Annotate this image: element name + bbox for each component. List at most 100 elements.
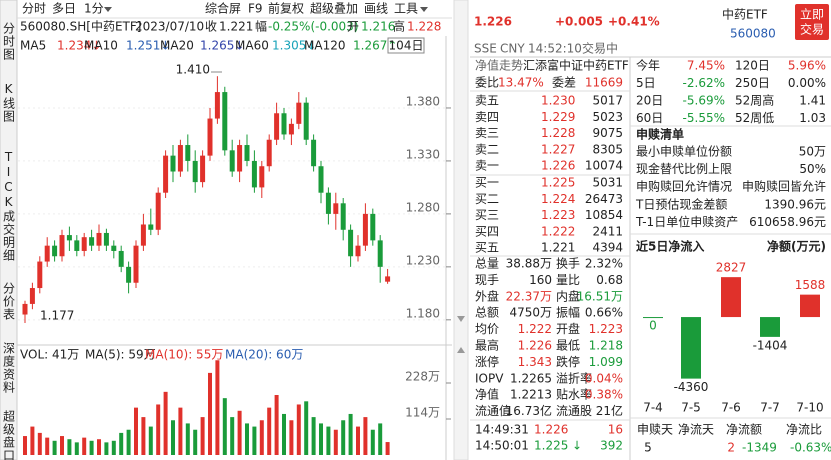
book-label: 买五 [475, 241, 499, 255]
volume-bar [89, 440, 94, 455]
scroll-arrow[interactable] [457, 316, 465, 322]
vol-legend: VOL: 41万 [20, 348, 79, 362]
candle-body [244, 145, 250, 161]
label: 2.32% [585, 257, 623, 271]
label: 0.38% [585, 388, 623, 402]
label: 0.66% [585, 306, 623, 320]
label: 250日 [735, 76, 770, 90]
book-price: 1.222 [541, 224, 575, 238]
candle-body [163, 155, 169, 193]
dropdown-arrow[interactable] [420, 7, 428, 12]
volume-bar [193, 429, 198, 455]
volume-bar [230, 417, 235, 455]
menu-item[interactable]: 工具 [394, 2, 418, 16]
volume-bar [259, 420, 264, 455]
candle-body [126, 266, 132, 283]
ma-value: 1.305↓ [272, 39, 316, 53]
side-tab[interactable]: TICK [2, 150, 16, 210]
flow-value: -4360 [674, 380, 709, 394]
dropdown-arrow[interactable] [104, 7, 112, 12]
side-tab[interactable]: 超级盘口 [2, 409, 16, 460]
period-box[interactable] [387, 37, 425, 54]
ma-value: 1.251↓ [126, 39, 170, 53]
x-tick-label: 7-7 [760, 401, 780, 415]
ma-label: MA60 [235, 39, 269, 53]
label: 20日 [636, 94, 663, 108]
label: 16.51万 [577, 289, 623, 303]
scrollbar[interactable] [453, 0, 469, 460]
label: CNY [500, 42, 525, 56]
side-tab[interactable]: 成交明细 [2, 210, 16, 262]
candle-body [155, 192, 161, 230]
book-label: 卖二 [475, 142, 499, 156]
side-tab[interactable]: 分时图 [2, 22, 16, 61]
label: 1.41 [799, 94, 826, 108]
volume-bar [319, 423, 323, 455]
label: 22.37万 [506, 289, 552, 303]
menu-item[interactable]: 超级叠加 [310, 1, 358, 16]
volume-bar [126, 429, 131, 455]
book-label: 卖一 [475, 159, 499, 173]
label: 外盘 [475, 288, 499, 303]
side-tab[interactable]: 深度资料 [2, 342, 16, 394]
volume-bar [274, 395, 279, 455]
menu-item[interactable]: 前复权 [268, 1, 304, 16]
trade-button[interactable] [795, 4, 829, 40]
book-volume: 5017 [592, 94, 623, 108]
tab[interactable]: 分时 [22, 2, 46, 16]
book-label: 卖三 [475, 126, 499, 140]
volume-bar [163, 391, 168, 455]
label: 总量 [475, 257, 499, 271]
volume-bar [97, 439, 101, 455]
scroll-arrow[interactable] [457, 347, 465, 353]
candle-body [355, 245, 361, 257]
candle-body [296, 102, 302, 124]
button-label[interactable]: 交易 [800, 22, 824, 37]
fund-code: 560080 [730, 27, 776, 41]
volume-bar [82, 437, 87, 455]
volume-bar [171, 420, 175, 455]
ma-label: MA5 [20, 39, 46, 53]
button-label[interactable]: 立即 [800, 7, 824, 22]
y-tick-label: 1.230 [406, 253, 440, 267]
label: -5.69% [683, 94, 725, 108]
label: 1.099 [589, 355, 623, 369]
menu-item[interactable]: 综合屏 [205, 1, 241, 16]
label: 1.2265 [510, 371, 552, 385]
vol-legend: MA(5): 59万 [85, 348, 156, 362]
table-header: 申赎天 [637, 423, 673, 437]
period[interactable]: 104日 [389, 39, 424, 53]
label: 1.216 [361, 20, 395, 34]
volume-bar [104, 442, 109, 455]
candle-body [266, 139, 272, 167]
volume-bar [52, 440, 57, 455]
book-volume: 10074 [585, 159, 623, 173]
candle-body [29, 288, 35, 304]
volume-bar [185, 423, 190, 455]
label: 量比 [556, 273, 580, 287]
volume-bar [45, 437, 50, 455]
side-tab[interactable]: K线图 [2, 82, 16, 123]
label: 内盘 [556, 288, 580, 303]
volume-bar [237, 410, 242, 455]
menu-item[interactable]: 画线 [364, 2, 388, 16]
menu-item[interactable]: F9 [248, 2, 263, 16]
candle-body [200, 155, 206, 183]
label: 涨停 [475, 354, 499, 369]
tab[interactable]: 多日 [52, 2, 76, 16]
tab[interactable]: 1分 [84, 2, 104, 16]
label: 收 [205, 20, 217, 34]
label: 1.218 [589, 339, 623, 353]
label: 申购赎回皆允许 [742, 179, 826, 194]
candle-body [318, 166, 324, 193]
table-cell: 2 [727, 441, 735, 455]
table-cell: -0.63% [790, 441, 831, 455]
side-tab[interactable]: 分价表 [2, 282, 16, 321]
label: 52周高 [735, 93, 774, 108]
volume-bar [23, 436, 27, 455]
candle-body [370, 213, 376, 241]
link[interactable]: 净值走势 [475, 58, 523, 73]
label: 14:49:31 [475, 423, 529, 437]
label: T-1日单位申赎资产 [635, 214, 738, 229]
ma-value: 1.265↓ [200, 39, 244, 53]
